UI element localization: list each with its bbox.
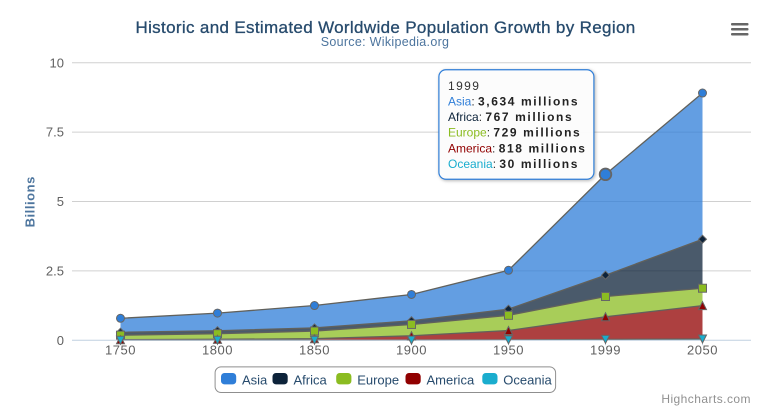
svg-text:Europe: 729 millions: Europe: 729 millions — [448, 126, 581, 140]
svg-text:2.5: 2.5 — [46, 263, 64, 278]
svg-text:1950: 1950 — [493, 343, 524, 358]
svg-text:Africa: Africa — [294, 372, 328, 387]
svg-text:7.5: 7.5 — [46, 125, 64, 140]
svg-text:Asia: 3,634 millions: Asia: 3,634 millions — [448, 95, 579, 109]
svg-text:Historic and Estimated Worldwi: Historic and Estimated Worldwide Populat… — [135, 18, 635, 37]
svg-text:Asia: Asia — [242, 372, 268, 387]
svg-text:Highcharts.com: Highcharts.com — [661, 392, 751, 406]
svg-text:2050: 2050 — [687, 343, 718, 358]
svg-text:10: 10 — [50, 55, 64, 70]
svg-text:0: 0 — [57, 333, 64, 348]
svg-text:Oceania: 30 millions: Oceania: 30 millions — [448, 157, 579, 171]
svg-text:1800: 1800 — [202, 343, 233, 358]
svg-text:Source: Wikipedia.org: Source: Wikipedia.org — [321, 35, 450, 49]
svg-text:Billions: Billions — [23, 176, 38, 227]
svg-text:1999: 1999 — [590, 343, 621, 358]
svg-text:1999: 1999 — [448, 79, 480, 93]
svg-text:Europe: Europe — [357, 372, 399, 387]
svg-text:Africa: 767 millions: Africa: 767 millions — [448, 110, 573, 124]
svg-text:1750: 1750 — [105, 343, 136, 358]
svg-text:1850: 1850 — [299, 343, 330, 358]
svg-text:America: 818 millions: America: 818 millions — [448, 141, 587, 155]
svg-text:1900: 1900 — [396, 343, 427, 358]
svg-text:America: America — [427, 372, 475, 387]
svg-text:5: 5 — [57, 194, 64, 209]
svg-text:Oceania: Oceania — [503, 372, 552, 387]
